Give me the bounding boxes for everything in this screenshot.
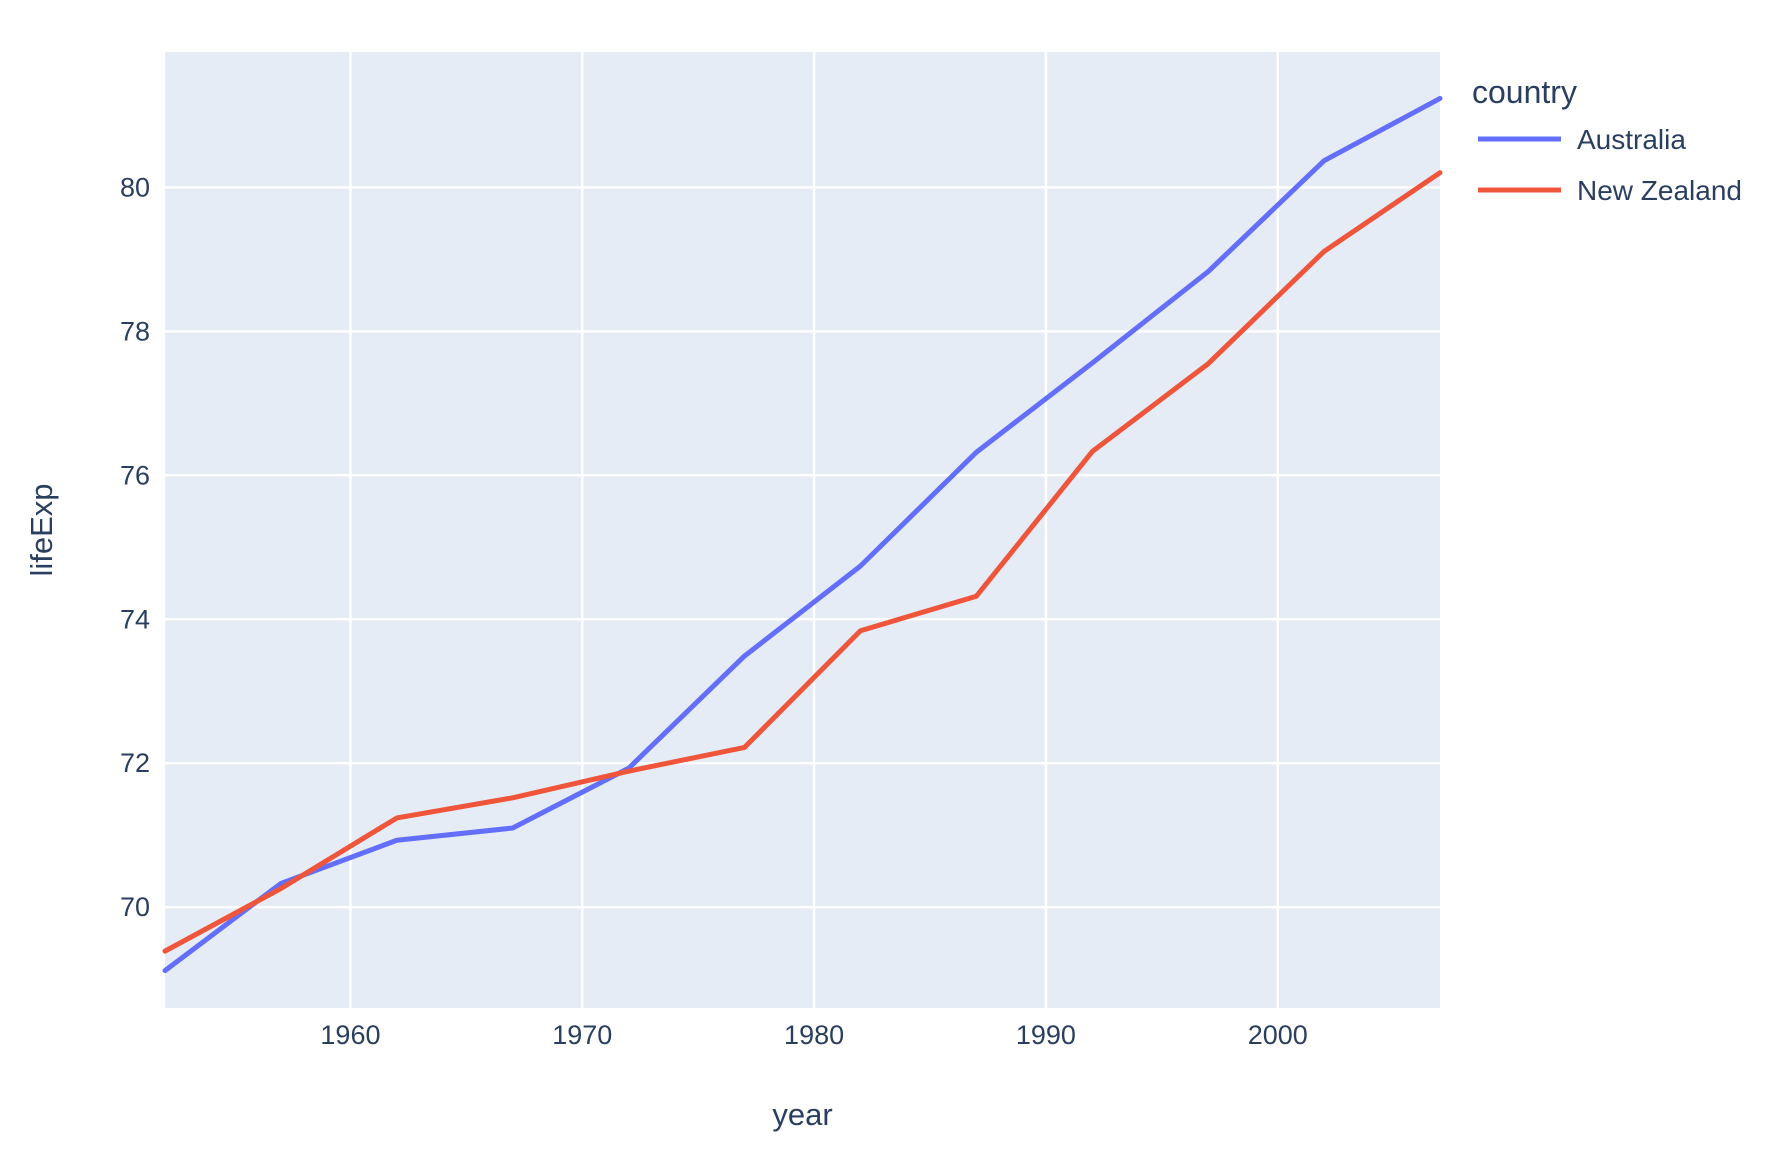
x-tick-label: 2000: [1248, 1020, 1308, 1050]
series-line-australia[interactable]: [162, 95, 1443, 974]
y-tick-label: 70: [120, 892, 150, 922]
plot-area[interactable]: [165, 52, 1440, 1008]
legend-item-label: New Zealand: [1577, 175, 1742, 206]
x-tick-label: 1960: [320, 1020, 380, 1050]
legend-item-label: Australia: [1577, 124, 1686, 155]
x-tick-label: 1980: [784, 1020, 844, 1050]
x-tick-label: 1970: [552, 1020, 612, 1050]
legend-item-australia[interactable]: Australia: [1478, 124, 1686, 155]
legend-title: country: [1472, 74, 1577, 110]
series-line-new-zealand[interactable]: [162, 170, 1443, 954]
x-tick-label: 1990: [1016, 1020, 1076, 1050]
x-axis-title: year: [772, 1097, 832, 1132]
legend-item-new-zealand[interactable]: New Zealand: [1478, 175, 1742, 206]
y-tick-label: 78: [120, 316, 150, 346]
y-axis-title: lifeExp: [24, 483, 59, 576]
y-tick-label: 76: [120, 460, 150, 490]
y-tick-label: 74: [120, 604, 150, 634]
y-tick-label: 80: [120, 172, 150, 202]
y-tick-label: 72: [120, 748, 150, 778]
